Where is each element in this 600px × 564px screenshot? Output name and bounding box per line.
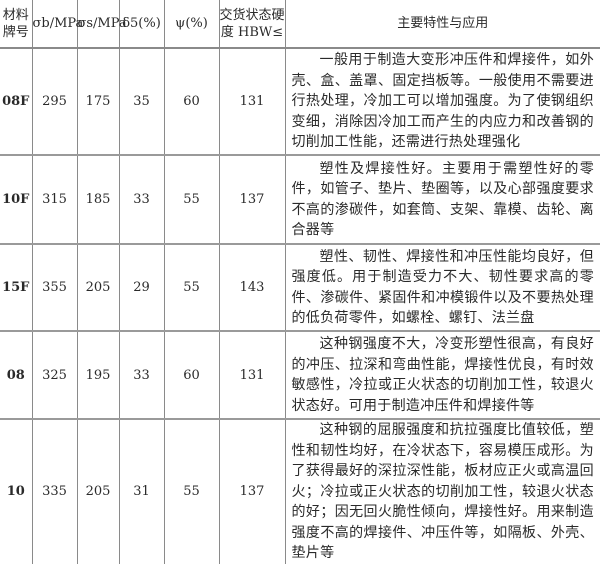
yield-strength-cell: 185	[76, 154, 120, 245]
table-row: 10 335 205 31 55 137 这种钢的屈服强度和抗拉强度比值较低，塑性和韧性均好…	[0, 418, 600, 564]
grade-cell: 08F	[0, 47, 33, 156]
characteristics-cell: 塑性、韧性、焊接性和冲压性能均良好，但强度低。用于制造受力不大、韧性要求高的零件…	[284, 243, 600, 332]
grade-cell: 10F	[0, 154, 33, 245]
tensile-strength-cell: 325	[31, 330, 78, 420]
header-characteristics: 主要特性与应用	[284, 0, 600, 49]
tensile-strength-cell: 335	[31, 418, 78, 564]
tensile-strength-cell: 355	[31, 243, 78, 332]
grade-cell: 15F	[0, 243, 33, 332]
grade-cell: 10	[0, 418, 33, 564]
elongation-cell: 33	[118, 154, 165, 245]
hardness-cell: 137	[218, 418, 286, 564]
yield-strength-cell: 205	[76, 243, 120, 332]
header-grade: 材料牌号	[0, 0, 33, 49]
yield-strength-cell: 175	[76, 47, 120, 156]
table-row: 08F 295 175 35 60 131 一般用于制造大变形冲压件和焊接件，如外壳、盒、盖…	[0, 47, 600, 156]
hardness-cell: 137	[218, 154, 286, 245]
header-elongation: δ5(%)	[118, 0, 165, 49]
characteristics-cell: 这种钢强度不大，冷变形塑性很高，有良好的冲压、拉深和弯曲性能，焊接性优良，有时效…	[284, 330, 600, 420]
table-row: 10F 315 185 33 55 137 塑性及焊接性好。主要用于需塑性好的零件，如管子、…	[0, 154, 600, 245]
header-reduction-of-area: ψ(%)	[163, 0, 220, 49]
grade-cell: 08	[0, 330, 33, 420]
reduction-of-area-cell: 55	[163, 243, 220, 332]
reduction-of-area-cell: 55	[163, 418, 220, 564]
header-tensile-strength: σb/MPa	[31, 0, 83, 49]
elongation-cell: 33	[118, 330, 165, 420]
table-row: 15F 355 205 29 55 143 塑性、韧性、焊接性和冲压性能均良好，但强度低。用…	[0, 243, 600, 332]
header-hardness: 交货状态硬度 HBW≤	[218, 0, 286, 49]
tensile-strength-cell: 315	[31, 154, 78, 245]
yield-strength-cell: 195	[76, 330, 120, 420]
reduction-of-area-cell: 60	[163, 47, 220, 156]
header-row: 材料牌号 σb/MPa σs/MPa δ5(%) ψ(%) 交货状态硬度 HBW…	[0, 0, 600, 49]
table-row: 08 325 195 33 60 131 这种钢强度不大，冷变形塑性很高，有良好的冲压、拉深…	[0, 330, 600, 420]
yield-strength-cell: 205	[76, 418, 120, 564]
characteristics-cell: 塑性及焊接性好。主要用于需塑性好的零件，如管子、垫片、垫圈等，以及心部强度要求不…	[284, 154, 600, 245]
characteristics-cell: 一般用于制造大变形冲压件和焊接件，如外壳、盒、盖罩、固定挡板等。一般使用不需要进…	[284, 47, 600, 156]
elongation-cell: 31	[118, 418, 165, 564]
reduction-of-area-cell: 55	[163, 154, 220, 245]
tensile-strength-cell: 295	[31, 47, 78, 156]
hardness-cell: 131	[218, 47, 286, 156]
hardness-cell: 143	[218, 243, 286, 332]
characteristics-cell: 这种钢的屈服强度和抗拉强度比值较低，塑性和韧性均好，在冷状态下，容易模压成形。为…	[284, 418, 600, 564]
header-yield-strength: σs/MPa	[76, 0, 127, 49]
reduction-of-area-cell: 60	[163, 330, 220, 420]
elongation-cell: 35	[118, 47, 165, 156]
elongation-cell: 29	[118, 243, 165, 332]
hardness-cell: 131	[218, 330, 286, 420]
